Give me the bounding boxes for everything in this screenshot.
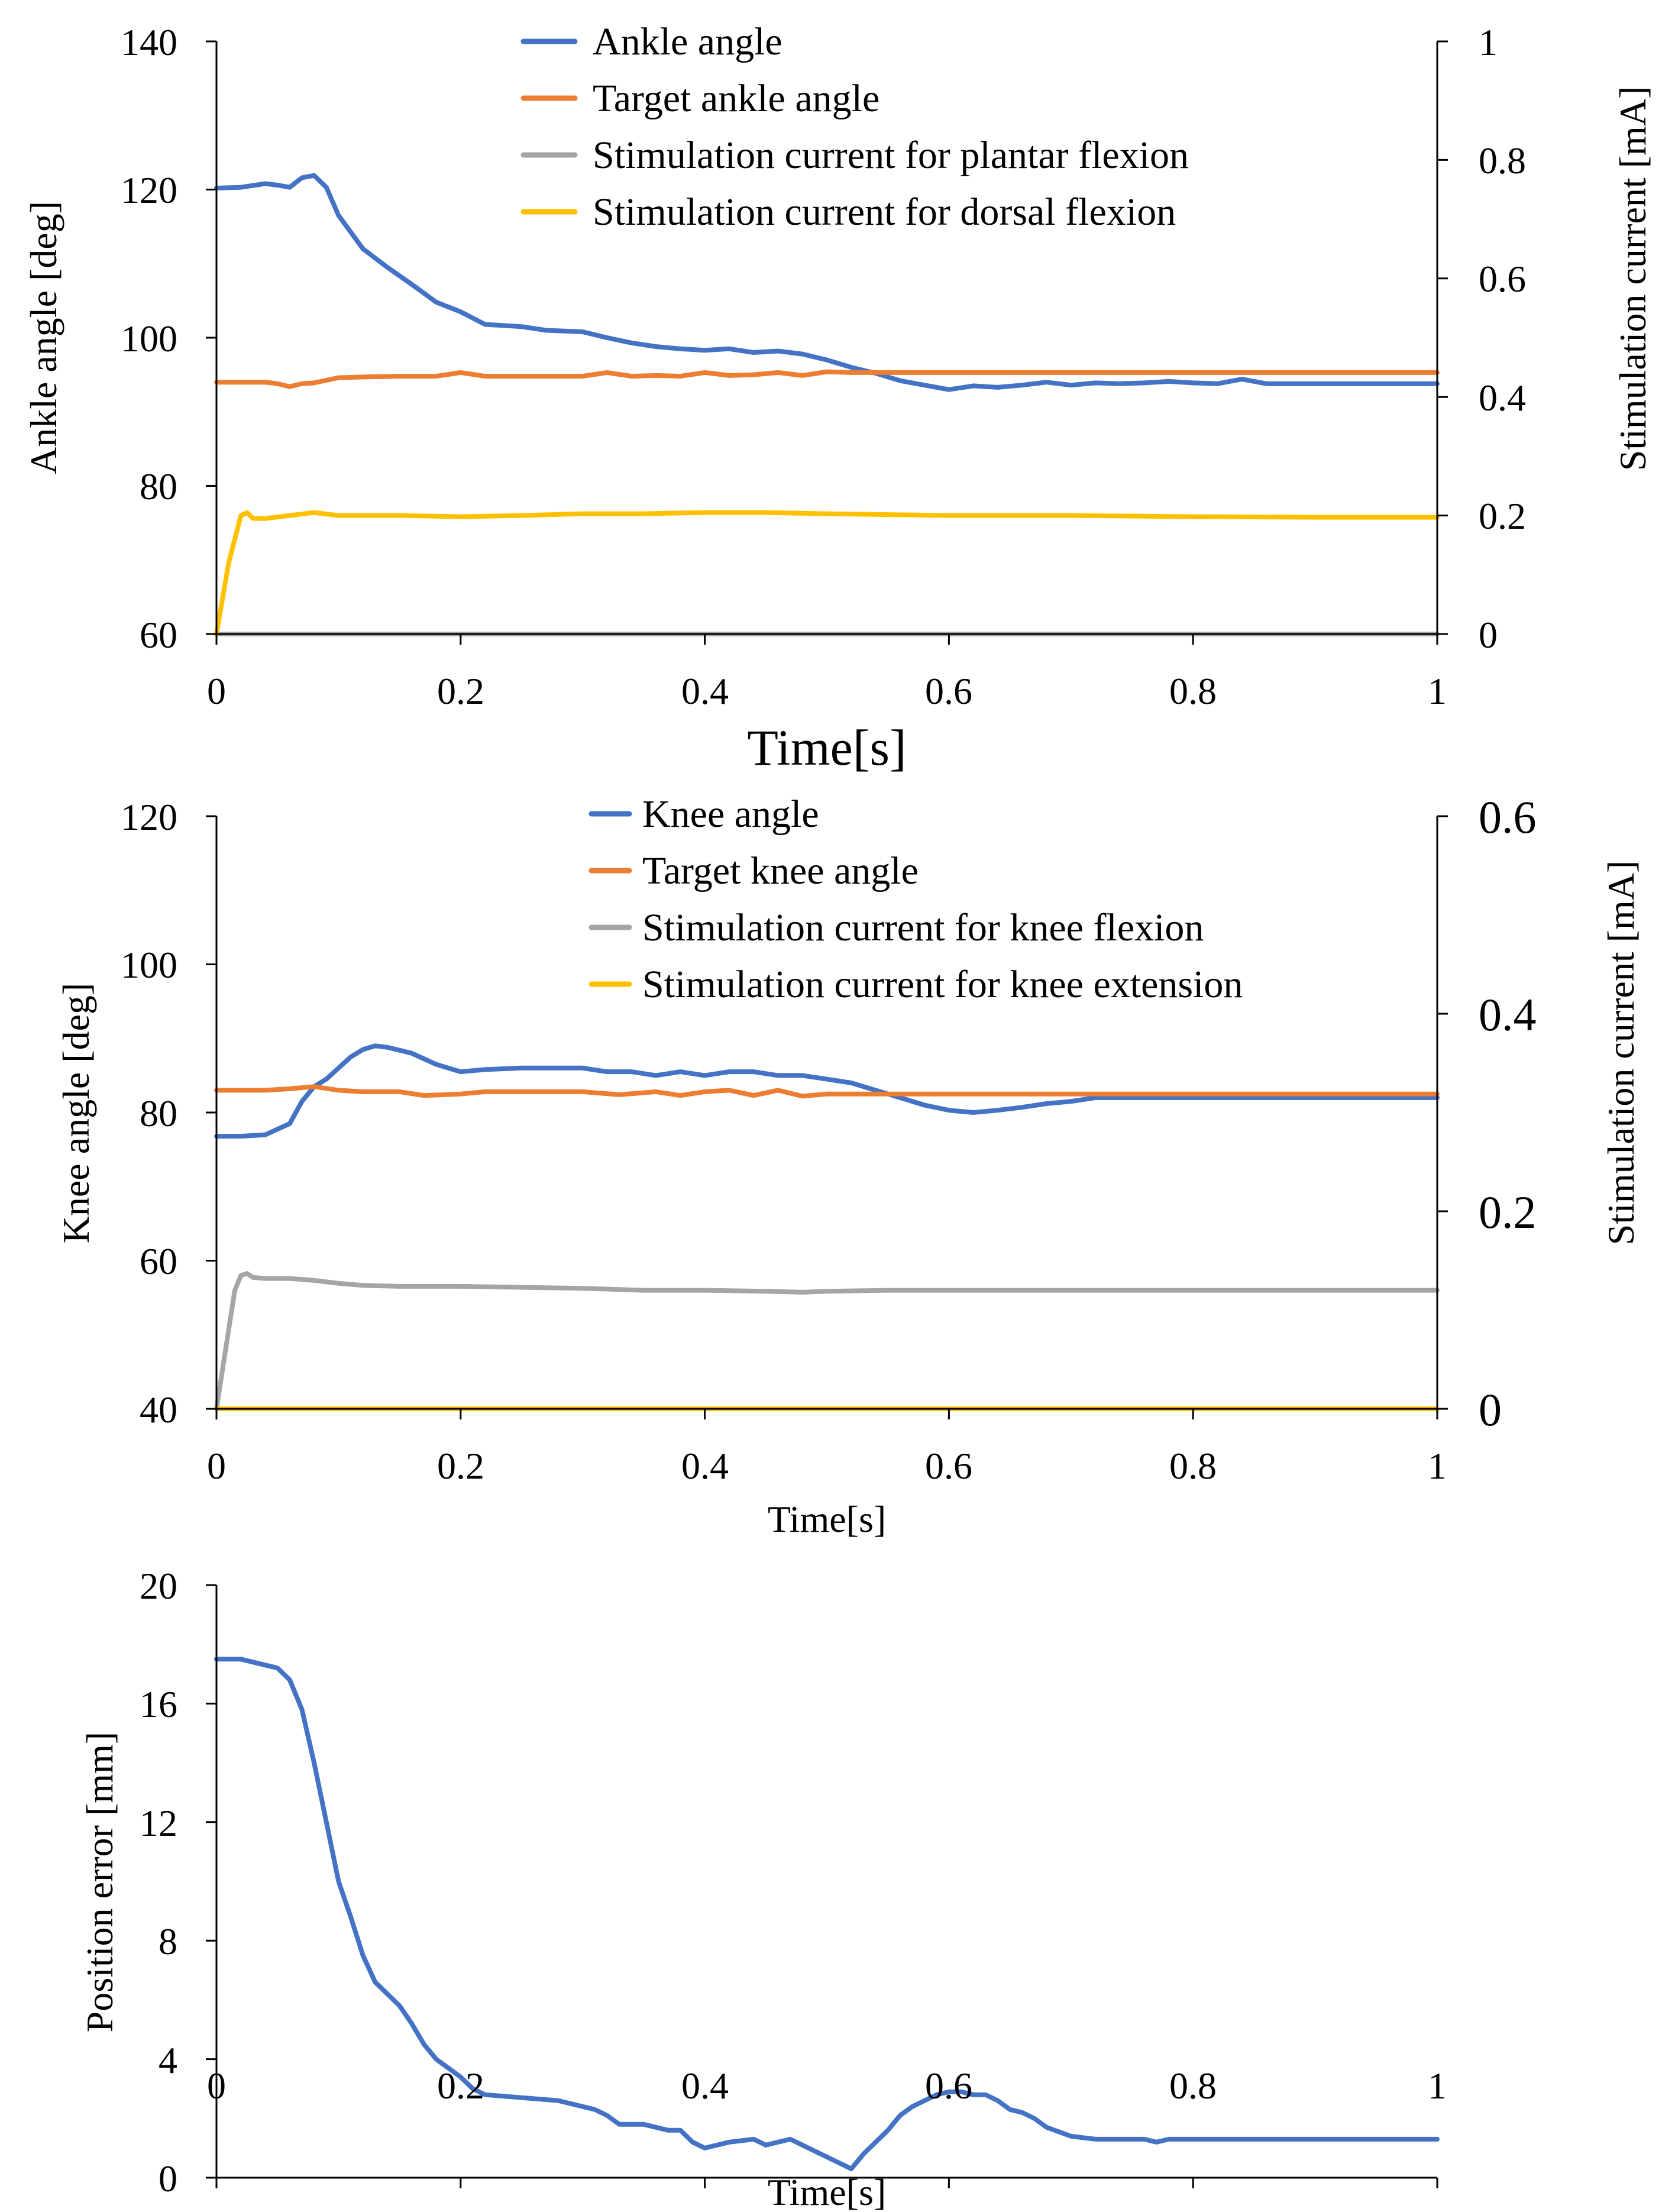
error-y-axis-title: Position error [mm]	[79, 1732, 121, 2032]
knee-x-tick-label: 1	[1428, 1445, 1447, 1487]
legend-label-knee-angle: Knee angle	[642, 793, 819, 836]
knee-y-tick-label: 80	[140, 1092, 177, 1134]
knee-x-axis-title: Time[s]	[768, 1498, 886, 1540]
ankle-y2-tick-label: 0.4	[1479, 377, 1526, 419]
knee-x-tick-label: 0.2	[437, 1445, 484, 1487]
ankle-y-tick-label: 100	[121, 318, 177, 360]
error-x-tick-label: 0.2	[437, 2065, 484, 2107]
ankle-legend: Ankle angle Target ankle angle Stimulati…	[520, 20, 1189, 234]
legend-label-ankle-angle: Ankle angle	[593, 20, 782, 63]
series-line-knee-angle	[214, 1043, 1440, 1139]
error-y-tick-label: 8	[159, 1920, 177, 1962]
legend-label-knee-flexion: Stimulation current for knee flexion	[642, 906, 1204, 949]
ankle-x-tick-label: 0.4	[681, 670, 729, 712]
knee-x-tick-label: 0.8	[1169, 1445, 1217, 1487]
ankle-x-tick-label: 0.6	[925, 670, 972, 712]
ankle-y2-axis-title: Stimulation current [mA]	[1612, 86, 1654, 471]
ankle-y-tick-label: 120	[121, 169, 177, 211]
knee-y-tick-label: 100	[121, 944, 177, 986]
error-series-layer	[214, 1657, 1440, 2171]
ankle-y2-tick-label: 0.2	[1479, 495, 1526, 537]
series-line-ankle-angle	[214, 173, 1440, 392]
knee-y-tick-label: 40	[140, 1389, 177, 1431]
ankle-x-tick-label: 0.8	[1169, 670, 1217, 712]
ankle-y-tick-label: 140	[121, 21, 177, 63]
series-line-target-knee-angle	[214, 1084, 1440, 1099]
legend-label-dorsal-flexion: Stimulation current for dorsal flexion	[593, 190, 1176, 234]
series-line-target-ankle-angle	[214, 369, 1440, 389]
error-y-tick-label: 4	[159, 2039, 177, 2081]
knee-y2-tick-label: 0.6	[1479, 791, 1537, 843]
legend-label-target-ankle-angle: Target ankle angle	[593, 77, 879, 120]
error-y-tick-label: 12	[140, 1802, 177, 1844]
legend-label-target-knee-angle: Target knee angle	[642, 849, 919, 892]
position-error-chart: 0 4 8 12 16 20 0 0.2 0.4 0.6 0.8 1 Time[…	[79, 1565, 1447, 2212]
legend-label-plantar-flexion: Stimulation current for plantar flexion	[593, 134, 1189, 177]
ankle-y2-tick-label: 0	[1479, 614, 1498, 656]
error-x-tick-label: 0.8	[1169, 2065, 1217, 2107]
knee-x-tick-label: 0.6	[925, 1445, 972, 1487]
knee-angle-chart: 40 60 80 100 120 0 0.2 0.4 0.6 0 0.2 0.4…	[55, 791, 1642, 1540]
ankle-y2-tick-label: 0.8	[1479, 140, 1526, 182]
knee-y2-tick-label: 0.2	[1479, 1186, 1537, 1238]
error-x-tick-label: 0.4	[681, 2065, 729, 2107]
ankle-y2-tick-label: 1	[1479, 21, 1498, 63]
knee-y2-tick-label: 0.4	[1479, 989, 1537, 1040]
knee-tick-marks	[206, 815, 1448, 1419]
ankle-y-tick-label: 80	[140, 465, 177, 507]
error-tick-marks	[206, 1584, 1438, 2188]
error-x-tick-label: 1	[1428, 2065, 1447, 2107]
error-x-axis-title: Time[s]	[768, 2171, 886, 2212]
error-x-tick-label: 0.6	[925, 2065, 972, 2107]
legend-label-knee-extension: Stimulation current for knee extension	[642, 963, 1243, 1006]
error-y-tick-label: 20	[140, 1565, 177, 1607]
series-line-stimulation-current-for-knee-flexion	[214, 1271, 1440, 1411]
knee-x-tick-label: 0.4	[681, 1445, 729, 1487]
ankle-x-tick-label: 1	[1428, 670, 1447, 712]
knee-y2-axis-title: Stimulation current [mA]	[1600, 861, 1642, 1246]
ankle-tick-marks	[206, 40, 1448, 645]
error-x-tick-label: 0	[207, 2065, 226, 2107]
knee-y-tick-label: 60	[140, 1240, 177, 1282]
ankle-y-tick-label: 60	[140, 614, 177, 656]
series-line-error-0	[214, 1657, 1440, 2171]
knee-y2-tick-label: 0	[1479, 1384, 1502, 1435]
ankle-x-tick-label: 0	[207, 670, 226, 712]
knee-y-tick-label: 120	[121, 796, 177, 838]
ankle-x-axis-title: Time[s]	[747, 719, 906, 776]
ankle-y-axis-title: Ankle angle [deg]	[22, 201, 64, 474]
ankle-angle-chart: 60 80 100 120 140 0 0.2 0.4 0.6 0.8 1 0 …	[22, 20, 1654, 776]
error-y-tick-label: 16	[140, 1683, 177, 1725]
ankle-y2-tick-label: 0.6	[1479, 258, 1526, 300]
knee-legend: Knee angle Target knee angle Stimulation…	[588, 793, 1243, 1006]
knee-x-tick-label: 0	[207, 1445, 226, 1487]
error-y-tick-label: 0	[159, 2158, 177, 2200]
series-line-stimulation-current-for-dorsal-flexion	[214, 510, 1440, 636]
ankle-x-tick-label: 0.2	[437, 670, 484, 712]
knee-y-axis-title: Knee angle [deg]	[55, 983, 97, 1244]
